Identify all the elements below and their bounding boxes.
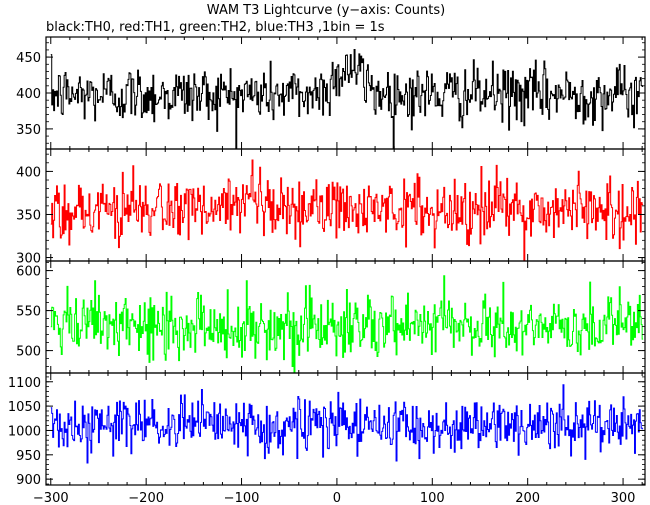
y-tick-label: 500 [16, 345, 41, 360]
y-tick-label: 400 [16, 87, 41, 102]
y-tick-label: 1000 [8, 424, 41, 439]
x-tick-label: −200 [128, 491, 164, 505]
y-tick-label: 1100 [8, 376, 41, 391]
y-tick-label: 350 [16, 208, 41, 223]
x-tick-label: −100 [224, 491, 260, 505]
panels-group: 350 400 450 300 350 400 500 550 600 900 950 1000 105… [8, 36, 646, 488]
y-tick-label: 450 [16, 51, 41, 66]
x-tick-label: 0 [333, 491, 341, 505]
y-tick-label: 350 [16, 123, 41, 138]
y-tick-label: 1050 [8, 400, 41, 415]
series-line-th0 [50, 48, 644, 149]
panel-frame [45, 372, 646, 486]
x-tick-label: 100 [420, 491, 445, 505]
panel-th1: 300 350 400 [16, 148, 646, 267]
chart-subtitle: black:TH0, red:TH1, green:TH2, blue:TH3 … [46, 20, 385, 35]
x-tick-label: 300 [611, 491, 636, 505]
x-axis-ticks: −300 −200 −100 0 100 200 300 [33, 491, 636, 505]
series-line-th2 [50, 275, 644, 373]
chart-title: WAM T3 Lightcurve (y−axis: Counts) [207, 3, 445, 18]
y-tick-label: 950 [16, 449, 41, 464]
x-tick-label: −300 [33, 491, 69, 505]
y-tick-label: 400 [16, 165, 41, 180]
panel-th3: 900 950 1000 1050 1100 [8, 372, 646, 488]
x-tick-label: 200 [515, 491, 540, 505]
y-tick-label: 900 [16, 473, 41, 488]
panel-th0: 350 400 450 [16, 36, 646, 150]
y-tick-label: 550 [16, 305, 41, 320]
series-line-th1 [50, 159, 644, 261]
y-tick-label: 300 [16, 252, 41, 267]
series-line-th3 [50, 384, 644, 464]
panel-th2: 500 550 600 [16, 260, 646, 374]
y-tick-label: 600 [16, 265, 41, 280]
